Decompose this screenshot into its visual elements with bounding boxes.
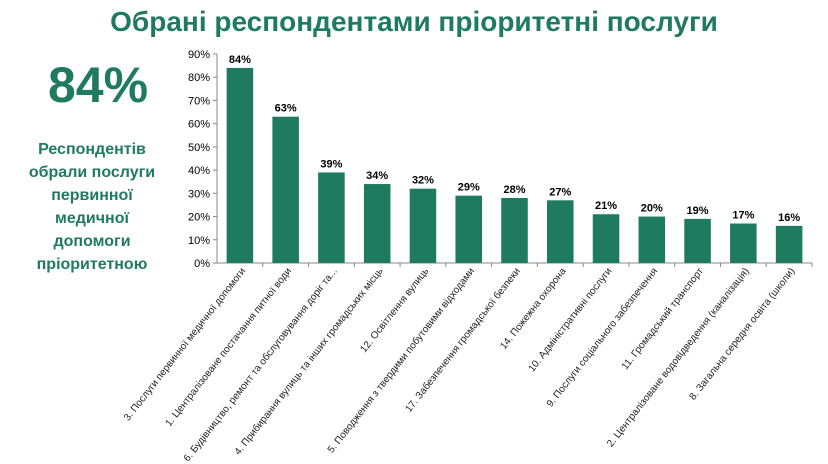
- bar: [638, 216, 666, 263]
- bar: [226, 67, 254, 263]
- chart-title: Обрані респондентами пріоритетні послуги: [110, 6, 718, 37]
- data-label: 21%: [595, 200, 617, 212]
- y-tick-label: 80%: [188, 72, 210, 84]
- highlight-value: 84%: [48, 57, 149, 113]
- data-label: 84%: [229, 54, 251, 66]
- y-tick-label: 70%: [188, 95, 210, 107]
- data-label: 63%: [275, 103, 297, 115]
- y-tick-label: 40%: [188, 165, 210, 177]
- bar: [592, 214, 620, 263]
- data-label: 39%: [320, 158, 342, 170]
- data-label: 17%: [732, 210, 754, 222]
- category-label: 8. Загальна середня освіта (школи): [688, 266, 798, 402]
- data-label: 16%: [778, 212, 800, 224]
- bar: [775, 225, 803, 263]
- y-tick-label: 20%: [188, 212, 210, 224]
- bar: [455, 195, 483, 263]
- data-label: 28%: [503, 184, 525, 196]
- data-label: 34%: [366, 170, 388, 182]
- y-tick-label: 10%: [188, 235, 210, 247]
- bar: [684, 218, 711, 263]
- highlight-description: Респондентів обрали послуги первинної ме…: [28, 141, 156, 273]
- category-label: 11. Громадський транспорт: [620, 266, 706, 372]
- y-tick-label: 0%: [194, 258, 210, 270]
- data-label: 20%: [641, 203, 663, 215]
- y-tick-label: 50%: [188, 142, 210, 154]
- y-tick-label: 90%: [188, 49, 210, 61]
- y-tick-label: 60%: [188, 119, 210, 131]
- bar: [318, 172, 345, 263]
- y-tick-label: 30%: [188, 188, 210, 200]
- data-label: 29%: [458, 182, 480, 194]
- bar: [409, 188, 437, 263]
- bar: [272, 116, 299, 263]
- bar: [363, 184, 391, 263]
- category-label: 6. Будівництво, ремонт та обслуговування…: [181, 265, 340, 464]
- bar: [730, 223, 757, 263]
- bar: [501, 197, 528, 263]
- data-label: 27%: [549, 186, 571, 198]
- data-label: 32%: [412, 175, 434, 187]
- data-label: 19%: [687, 205, 709, 217]
- category-label: 10. Адміністративні послуги: [527, 266, 615, 374]
- bar: [546, 200, 574, 263]
